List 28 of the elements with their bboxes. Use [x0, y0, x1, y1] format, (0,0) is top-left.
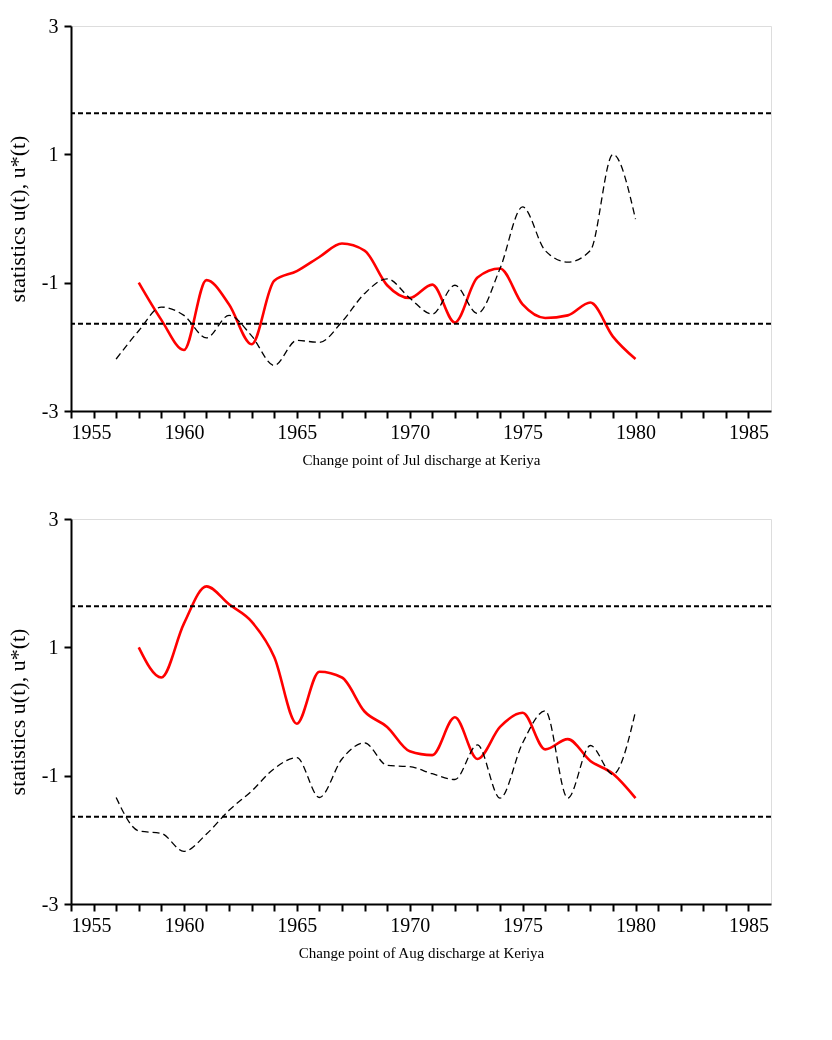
- x-tick-label: 1970: [390, 913, 431, 936]
- y-axis-title: statistics u(t), u*(t): [4, 135, 30, 303]
- y-tick-label: 3: [48, 507, 59, 530]
- x-tick-label: 1965: [277, 913, 318, 936]
- x-tick-label: 1980: [616, 913, 657, 936]
- x-tick-label: 1985: [728, 420, 769, 443]
- y-tick-label: 1: [48, 142, 59, 165]
- x-tick-label: 1980: [616, 420, 657, 443]
- x-tick-label: 1955: [71, 913, 112, 936]
- y-tick-label: -3: [41, 399, 59, 422]
- y-tick-label: -3: [41, 892, 59, 915]
- y-tick-label: 1: [48, 635, 59, 658]
- x-axis-title: Change point of Aug discharge at Keriya: [298, 944, 545, 961]
- x-tick-label: 1955: [71, 420, 112, 443]
- x-tick-label: 1970: [390, 420, 431, 443]
- y-tick-label: -1: [41, 271, 59, 294]
- y-tick-label: 3: [48, 14, 59, 37]
- line-series: [137, 242, 637, 361]
- x-tick-label: 1965: [277, 420, 318, 443]
- x-tick-label: 1975: [503, 913, 544, 936]
- line-series: [137, 585, 637, 800]
- x-tick-label: 1975: [503, 420, 544, 443]
- x-tick-label: 1985: [728, 913, 769, 936]
- x-axis-title: Change point of Jul discharge at Keriya: [302, 451, 541, 468]
- x-tick-label: 1960: [164, 420, 205, 443]
- y-axis-title: statistics u(t), u*(t): [4, 628, 30, 796]
- y-tick-label: -1: [41, 764, 59, 787]
- x-tick-label: 1960: [164, 913, 205, 936]
